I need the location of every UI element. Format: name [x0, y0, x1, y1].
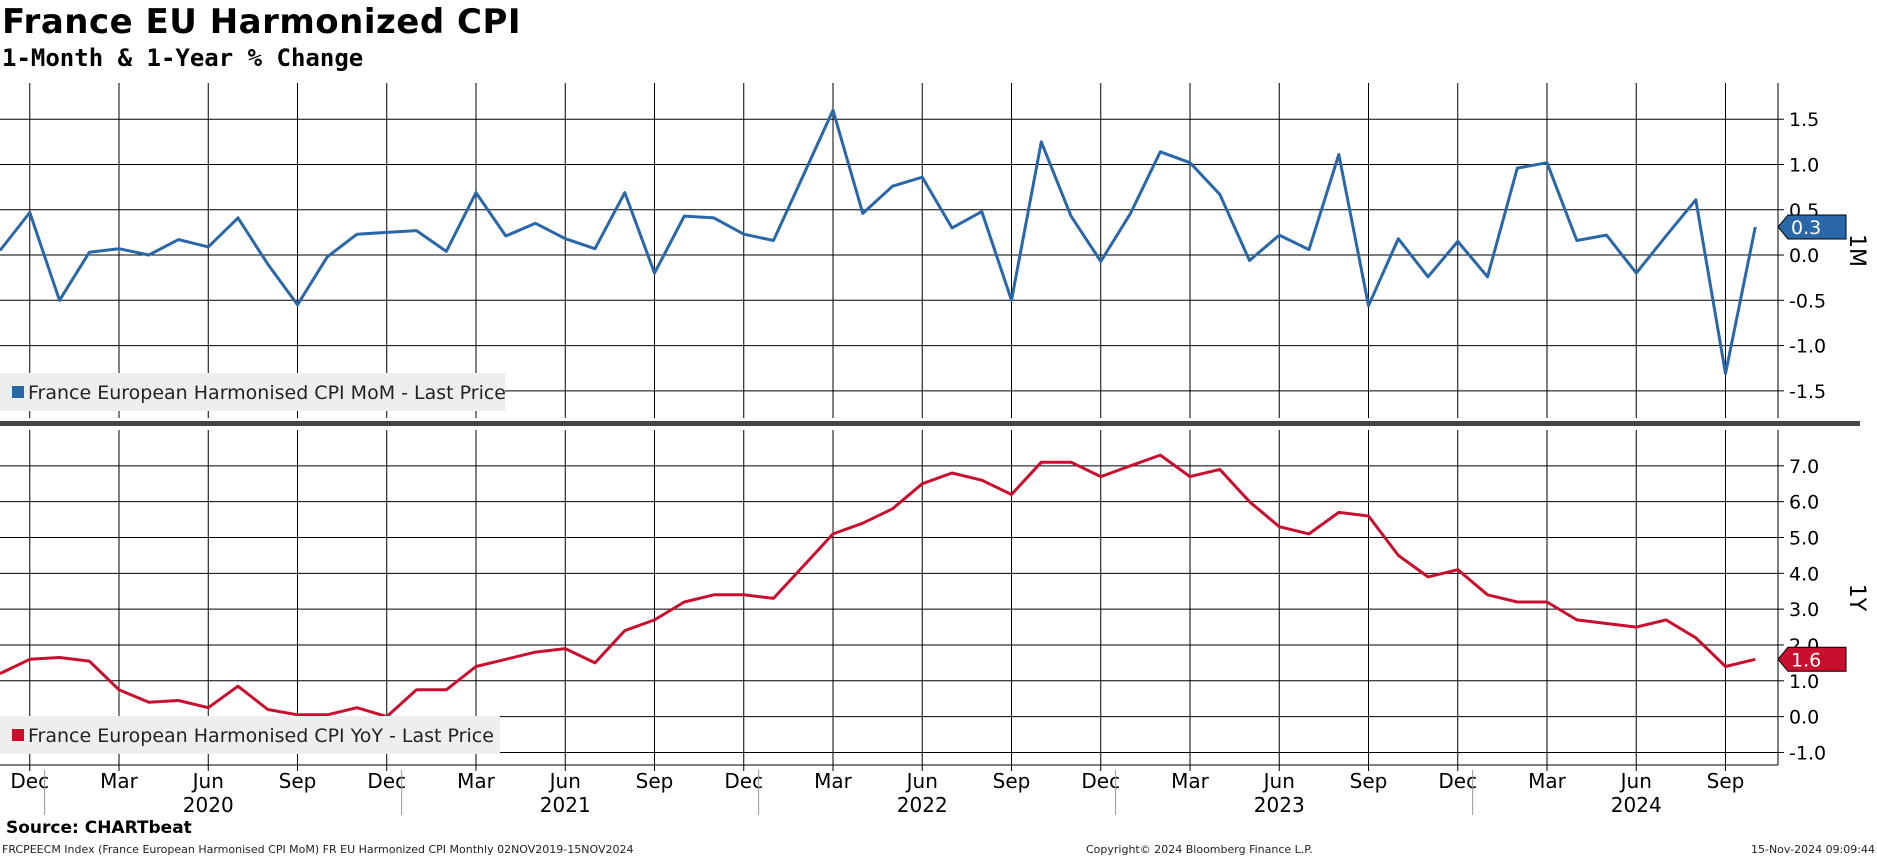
- yoy-legend-box: [0, 716, 500, 754]
- mom-panel-label: 1M: [1844, 234, 1869, 267]
- x-tick-label: Mar: [1528, 769, 1567, 793]
- x-tick-label: Jun: [1262, 769, 1295, 793]
- footer-timestamp: 15-Nov-2024 09:09:44: [1750, 843, 1875, 856]
- x-tick-label: Jun: [905, 769, 938, 793]
- yoy-last-value-label: 1.6: [1791, 649, 1821, 671]
- panel-separator: [0, 421, 1860, 426]
- mom-legend-swatch: [12, 386, 24, 398]
- x-tick-label: Sep: [279, 769, 317, 793]
- yoy-series-line: [0, 453, 1756, 719]
- mom-ytick-label: 1.5: [1789, 109, 1819, 131]
- mom-ytick-label: -1.5: [1789, 381, 1826, 403]
- footer-copyright: Copyright© 2024 Bloomberg Finance L.P.: [1086, 843, 1313, 856]
- x-tick-label: Sep: [636, 769, 674, 793]
- x-tick-label: Dec: [367, 769, 406, 793]
- yoy-ytick-label: 1.0: [1789, 671, 1819, 693]
- yoy-ytick-label: 4.0: [1789, 563, 1819, 585]
- chart-title: France EU Harmonized CPI: [2, 2, 522, 42]
- x-year-label: 2020: [183, 793, 234, 817]
- x-tick-label: Dec: [1081, 769, 1120, 793]
- source-label: Source: CHARTbeat: [6, 818, 192, 838]
- mom-legend-box: [0, 373, 505, 411]
- yoy-panel-label: 1Y: [1844, 584, 1869, 612]
- yoy-last-value-badge: [1777, 646, 1847, 672]
- x-tick-label: Mar: [457, 769, 496, 793]
- yoy-ytick-label: 5.0: [1789, 527, 1819, 549]
- x-year-label: 2021: [540, 793, 591, 817]
- x-tick-label: Sep: [1707, 769, 1745, 793]
- chart-subtitle: 1-Month & 1-Year % Change: [2, 44, 364, 72]
- x-tick-label: Jun: [1619, 769, 1652, 793]
- x-year-label: 2024: [1611, 793, 1662, 817]
- yoy-ytick-label: -1.0: [1789, 742, 1826, 764]
- x-tick-label: Mar: [1171, 769, 1210, 793]
- x-tick-label: Sep: [1350, 769, 1388, 793]
- mom-ytick-label: -0.5: [1789, 290, 1826, 312]
- mom-ytick-label: -1.0: [1789, 336, 1826, 358]
- x-year-label: 2023: [1254, 793, 1305, 817]
- x-tick-label: Jun: [191, 769, 224, 793]
- x-tick-label: Sep: [993, 769, 1031, 793]
- mom-ytick-label: 1.0: [1789, 154, 1819, 176]
- x-year-label: 2022: [897, 793, 948, 817]
- mom-last-value-badge: [1777, 214, 1847, 240]
- x-tick-label: Dec: [10, 769, 49, 793]
- yoy-ytick-label: 0.0: [1789, 707, 1819, 729]
- mom-series-line: [0, 108, 1757, 376]
- yoy-legend-swatch: [12, 729, 24, 741]
- footer-index-info: FRCPEECM Index (France European Harmonis…: [2, 843, 634, 856]
- yoy-ytick-label: 7.0: [1789, 456, 1819, 478]
- mom-legend-label: France European Harmonised CPI MoM - Las…: [28, 382, 506, 404]
- mom-last-value-label: 0.3: [1791, 217, 1821, 239]
- mom-ytick-label: 0.0: [1789, 245, 1819, 267]
- yoy-ytick-label: 3.0: [1789, 599, 1819, 621]
- yoy-ytick-label: 6.0: [1789, 492, 1819, 514]
- x-tick-label: Mar: [100, 769, 139, 793]
- x-tick-label: Dec: [724, 769, 763, 793]
- x-tick-label: Mar: [814, 769, 853, 793]
- x-tick-label: Jun: [548, 769, 581, 793]
- yoy-legend-label: France European Harmonised CPI YoY - Las…: [28, 725, 494, 747]
- x-tick-label: Dec: [1438, 769, 1477, 793]
